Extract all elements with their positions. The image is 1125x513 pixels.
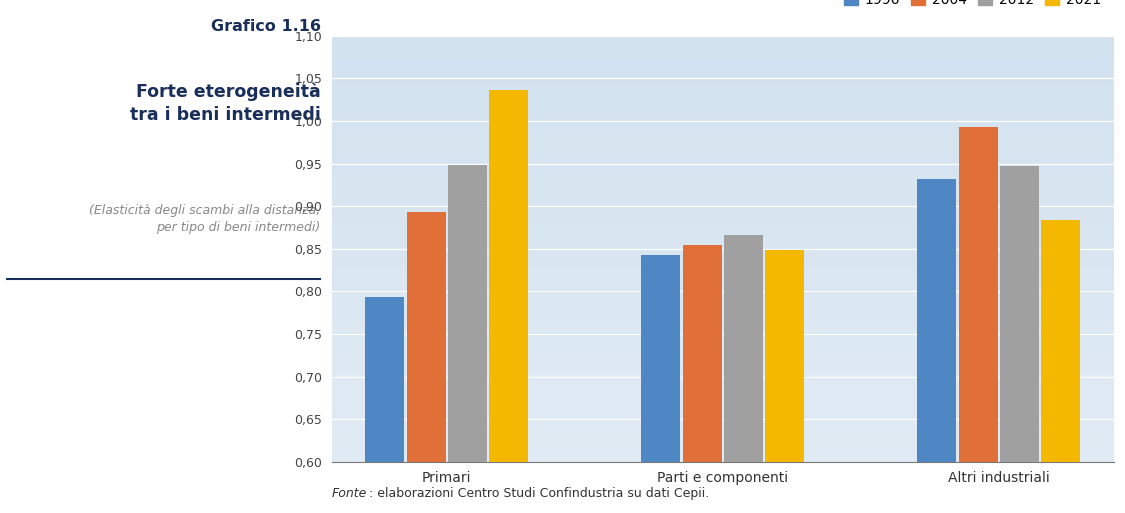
- Bar: [448, 165, 487, 513]
- Text: Fonte: Fonte: [332, 487, 367, 500]
- Text: Forte eterogeneità
tra i beni intermedi: Forte eterogeneità tra i beni intermedi: [129, 83, 321, 124]
- Text: Grafico 1.16: Grafico 1.16: [210, 19, 321, 34]
- Bar: [406, 212, 446, 513]
- Bar: [683, 245, 721, 513]
- Bar: [765, 250, 804, 513]
- Bar: [1042, 220, 1080, 513]
- Bar: [641, 255, 681, 513]
- Bar: [1000, 166, 1040, 513]
- Bar: [489, 90, 529, 513]
- Legend: 1996, 2004, 2012, 2021: 1996, 2004, 2012, 2021: [838, 0, 1107, 13]
- Bar: [958, 127, 998, 513]
- Text: : elaborazioni Centro Studi Confindustria su dati Cepii.: : elaborazioni Centro Studi Confindustri…: [369, 487, 709, 500]
- Bar: [366, 298, 404, 513]
- Bar: [917, 179, 956, 513]
- Text: (Elasticità degli scambi alla distanza,
per tipo di beni intermedi): (Elasticità degli scambi alla distanza, …: [89, 204, 321, 234]
- Bar: [724, 235, 763, 513]
